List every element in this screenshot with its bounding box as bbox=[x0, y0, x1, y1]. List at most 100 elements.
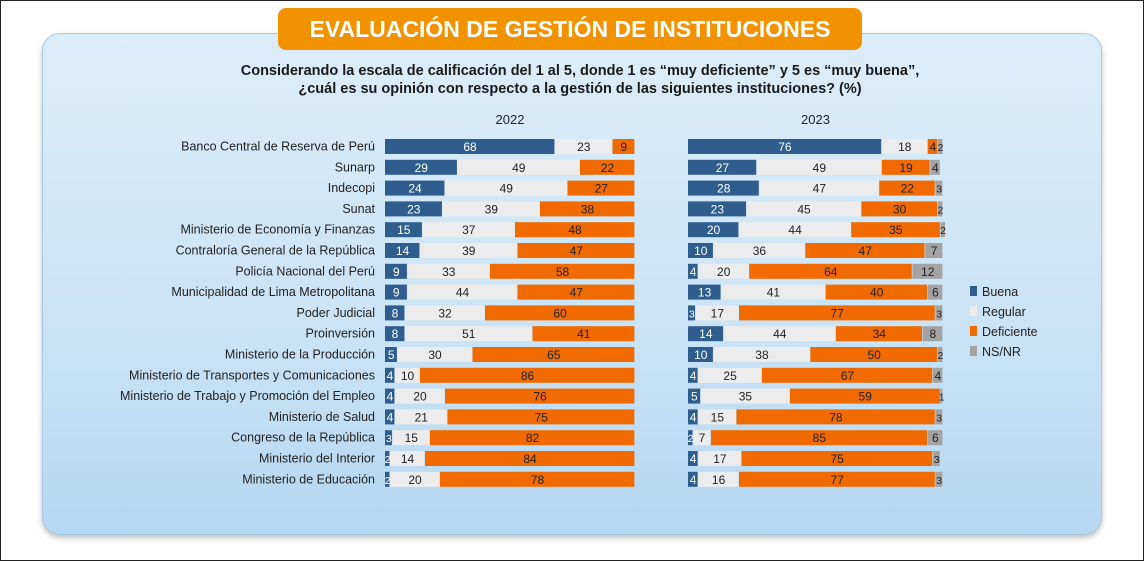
legend-swatch bbox=[970, 346, 977, 356]
bar-segment-deficiente bbox=[440, 471, 635, 487]
data-label: 36 bbox=[753, 244, 767, 258]
data-label: 4 bbox=[690, 473, 697, 487]
legend-label: Buena bbox=[982, 285, 1018, 299]
bar-segment-nsnr bbox=[930, 159, 940, 175]
bar-segment-regular bbox=[756, 159, 882, 175]
bar-segment-buena bbox=[688, 222, 739, 238]
data-label: 2 bbox=[688, 433, 694, 445]
bar-segment-regular bbox=[457, 159, 580, 175]
data-label: 77 bbox=[830, 473, 844, 487]
bar-segment-buena bbox=[385, 263, 407, 279]
data-label: 27 bbox=[595, 182, 609, 196]
bar-segment-regular bbox=[746, 201, 861, 217]
data-label: 14 bbox=[396, 244, 410, 258]
category-label: Banco Central de Reserva de Perú bbox=[181, 140, 375, 154]
data-label: 2 bbox=[940, 225, 946, 237]
category-label: Proinversión bbox=[306, 327, 376, 341]
legend-swatch bbox=[970, 306, 977, 316]
data-label: 77 bbox=[830, 306, 844, 320]
bar-segment-nsnr bbox=[927, 430, 943, 446]
data-label: 5 bbox=[691, 390, 698, 404]
data-label: 8 bbox=[929, 327, 936, 341]
data-label: 49 bbox=[813, 161, 827, 175]
data-label: 4 bbox=[690, 265, 697, 279]
bar-segment-buena bbox=[385, 451, 390, 466]
bar-segment-regular bbox=[759, 180, 879, 196]
data-label: 38 bbox=[755, 348, 769, 362]
bar-segment-nsnr bbox=[937, 201, 943, 217]
bar-segment-regular bbox=[395, 367, 420, 383]
bar-segment-deficiente bbox=[540, 201, 635, 217]
bar-segment-regular bbox=[395, 388, 445, 404]
bar-segment-deficiente bbox=[490, 263, 635, 279]
data-label: 30 bbox=[893, 202, 907, 216]
data-label: 25 bbox=[723, 369, 737, 383]
bar-segment-buena bbox=[688, 367, 698, 383]
bar-segment-deficiente bbox=[532, 326, 635, 342]
data-label: 78 bbox=[829, 410, 843, 424]
category-label: Contraloría General de la República bbox=[176, 244, 375, 258]
data-label: 4 bbox=[932, 161, 939, 175]
bar-segment-deficiente bbox=[710, 430, 928, 446]
data-label: 5 bbox=[388, 348, 395, 362]
bar-segment-nsnr bbox=[937, 139, 943, 154]
bar-segment-deficiente bbox=[851, 222, 940, 238]
bar-segment-buena bbox=[688, 347, 713, 362]
data-label: 7 bbox=[931, 244, 938, 258]
bar-segment-deficiente bbox=[805, 243, 925, 258]
data-label: 3 bbox=[934, 454, 940, 466]
bar-segment-regular bbox=[693, 430, 711, 446]
category-label: Poder Judicial bbox=[296, 306, 375, 320]
bar-segment-deficiente bbox=[430, 430, 635, 446]
data-label: 4 bbox=[935, 369, 942, 383]
category-label: Municipalidad de Lima Metropolitana bbox=[171, 285, 375, 299]
bar-segment-regular bbox=[390, 451, 425, 466]
bar-segment-regular bbox=[397, 347, 472, 362]
bar-segment-deficiente bbox=[810, 347, 938, 362]
data-label: 10 bbox=[694, 244, 708, 258]
data-label: 67 bbox=[841, 369, 855, 383]
data-label: 12 bbox=[921, 265, 935, 279]
data-label: 58 bbox=[556, 265, 570, 279]
bar-segment-buena bbox=[385, 305, 405, 321]
data-label: 47 bbox=[570, 244, 584, 258]
bar-segment-deficiente bbox=[447, 409, 635, 425]
bar-segment-deficiente bbox=[567, 180, 635, 196]
bar-segment-regular bbox=[723, 326, 836, 342]
data-label: 48 bbox=[568, 223, 582, 237]
category-label: Ministerio de Trabajo y Promoción del Em… bbox=[120, 389, 375, 403]
bar-segment-nsnr bbox=[940, 222, 945, 238]
bar-segment-buena bbox=[385, 326, 405, 342]
category-label: Ministerio de Salud bbox=[269, 410, 375, 424]
data-label: 78 bbox=[531, 473, 545, 487]
legend-label: NS/NR bbox=[982, 345, 1021, 359]
data-label: 86 bbox=[521, 369, 535, 383]
data-label: 21 bbox=[415, 410, 429, 424]
data-label: 84 bbox=[523, 452, 537, 466]
bar-segment-regular bbox=[698, 367, 762, 383]
bar-segment-regular bbox=[713, 347, 810, 362]
data-label: 6 bbox=[932, 286, 939, 300]
data-label: 35 bbox=[739, 390, 753, 404]
data-label: 8 bbox=[392, 306, 399, 320]
bar-segment-regular bbox=[395, 409, 447, 425]
data-label: 2 bbox=[938, 350, 944, 362]
data-label: 2 bbox=[385, 475, 391, 487]
data-label: 44 bbox=[773, 327, 787, 341]
data-label: 9 bbox=[620, 140, 627, 154]
bar-segment-deficiente bbox=[761, 367, 933, 383]
category-label: Ministerio del Interior bbox=[259, 452, 375, 466]
data-label: 40 bbox=[870, 286, 884, 300]
data-label: 41 bbox=[577, 327, 591, 341]
bar-segment-deficiente bbox=[927, 139, 938, 154]
bar-segment-buena bbox=[688, 159, 757, 175]
data-label: 35 bbox=[889, 223, 903, 237]
bar-segment-regular bbox=[405, 305, 485, 321]
bar-segment-deficiente bbox=[515, 222, 635, 238]
bar-segment-deficiente bbox=[881, 159, 930, 175]
bar-segment-deficiente bbox=[580, 159, 635, 175]
data-label: 44 bbox=[788, 223, 802, 237]
bar-segment-regular bbox=[390, 471, 440, 487]
bar-segment-deficiente bbox=[472, 347, 635, 362]
